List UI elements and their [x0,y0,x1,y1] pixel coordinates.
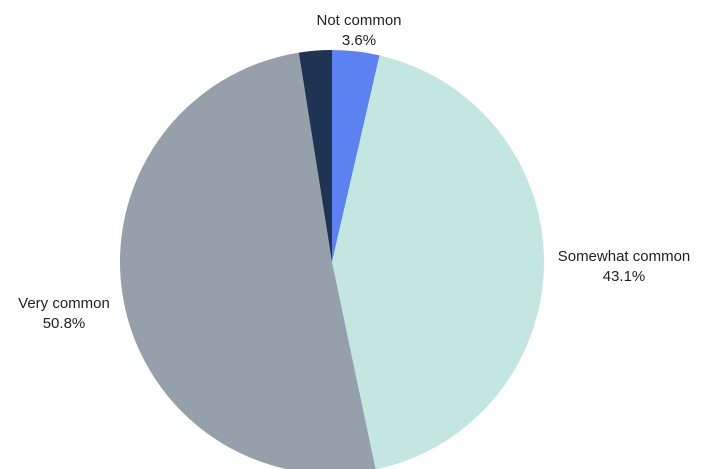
pie-slices [120,50,544,469]
slice-unlabeled [298,50,332,262]
value-not-common: 3.6% [342,32,376,49]
label-not-common: Not common [316,12,401,29]
label-very-common: Very common [18,295,110,312]
slice-labels: Not common 3.6% Somewhat common 43.1% Ve… [18,12,690,332]
value-very-common: 50.8% [43,315,86,332]
slice-somewhat-common [332,55,544,469]
label-somewhat-common: Somewhat common [558,248,691,265]
slice-very-common [120,52,376,469]
value-somewhat-common: 43.1% [603,268,646,285]
slice-not-common [332,50,380,262]
